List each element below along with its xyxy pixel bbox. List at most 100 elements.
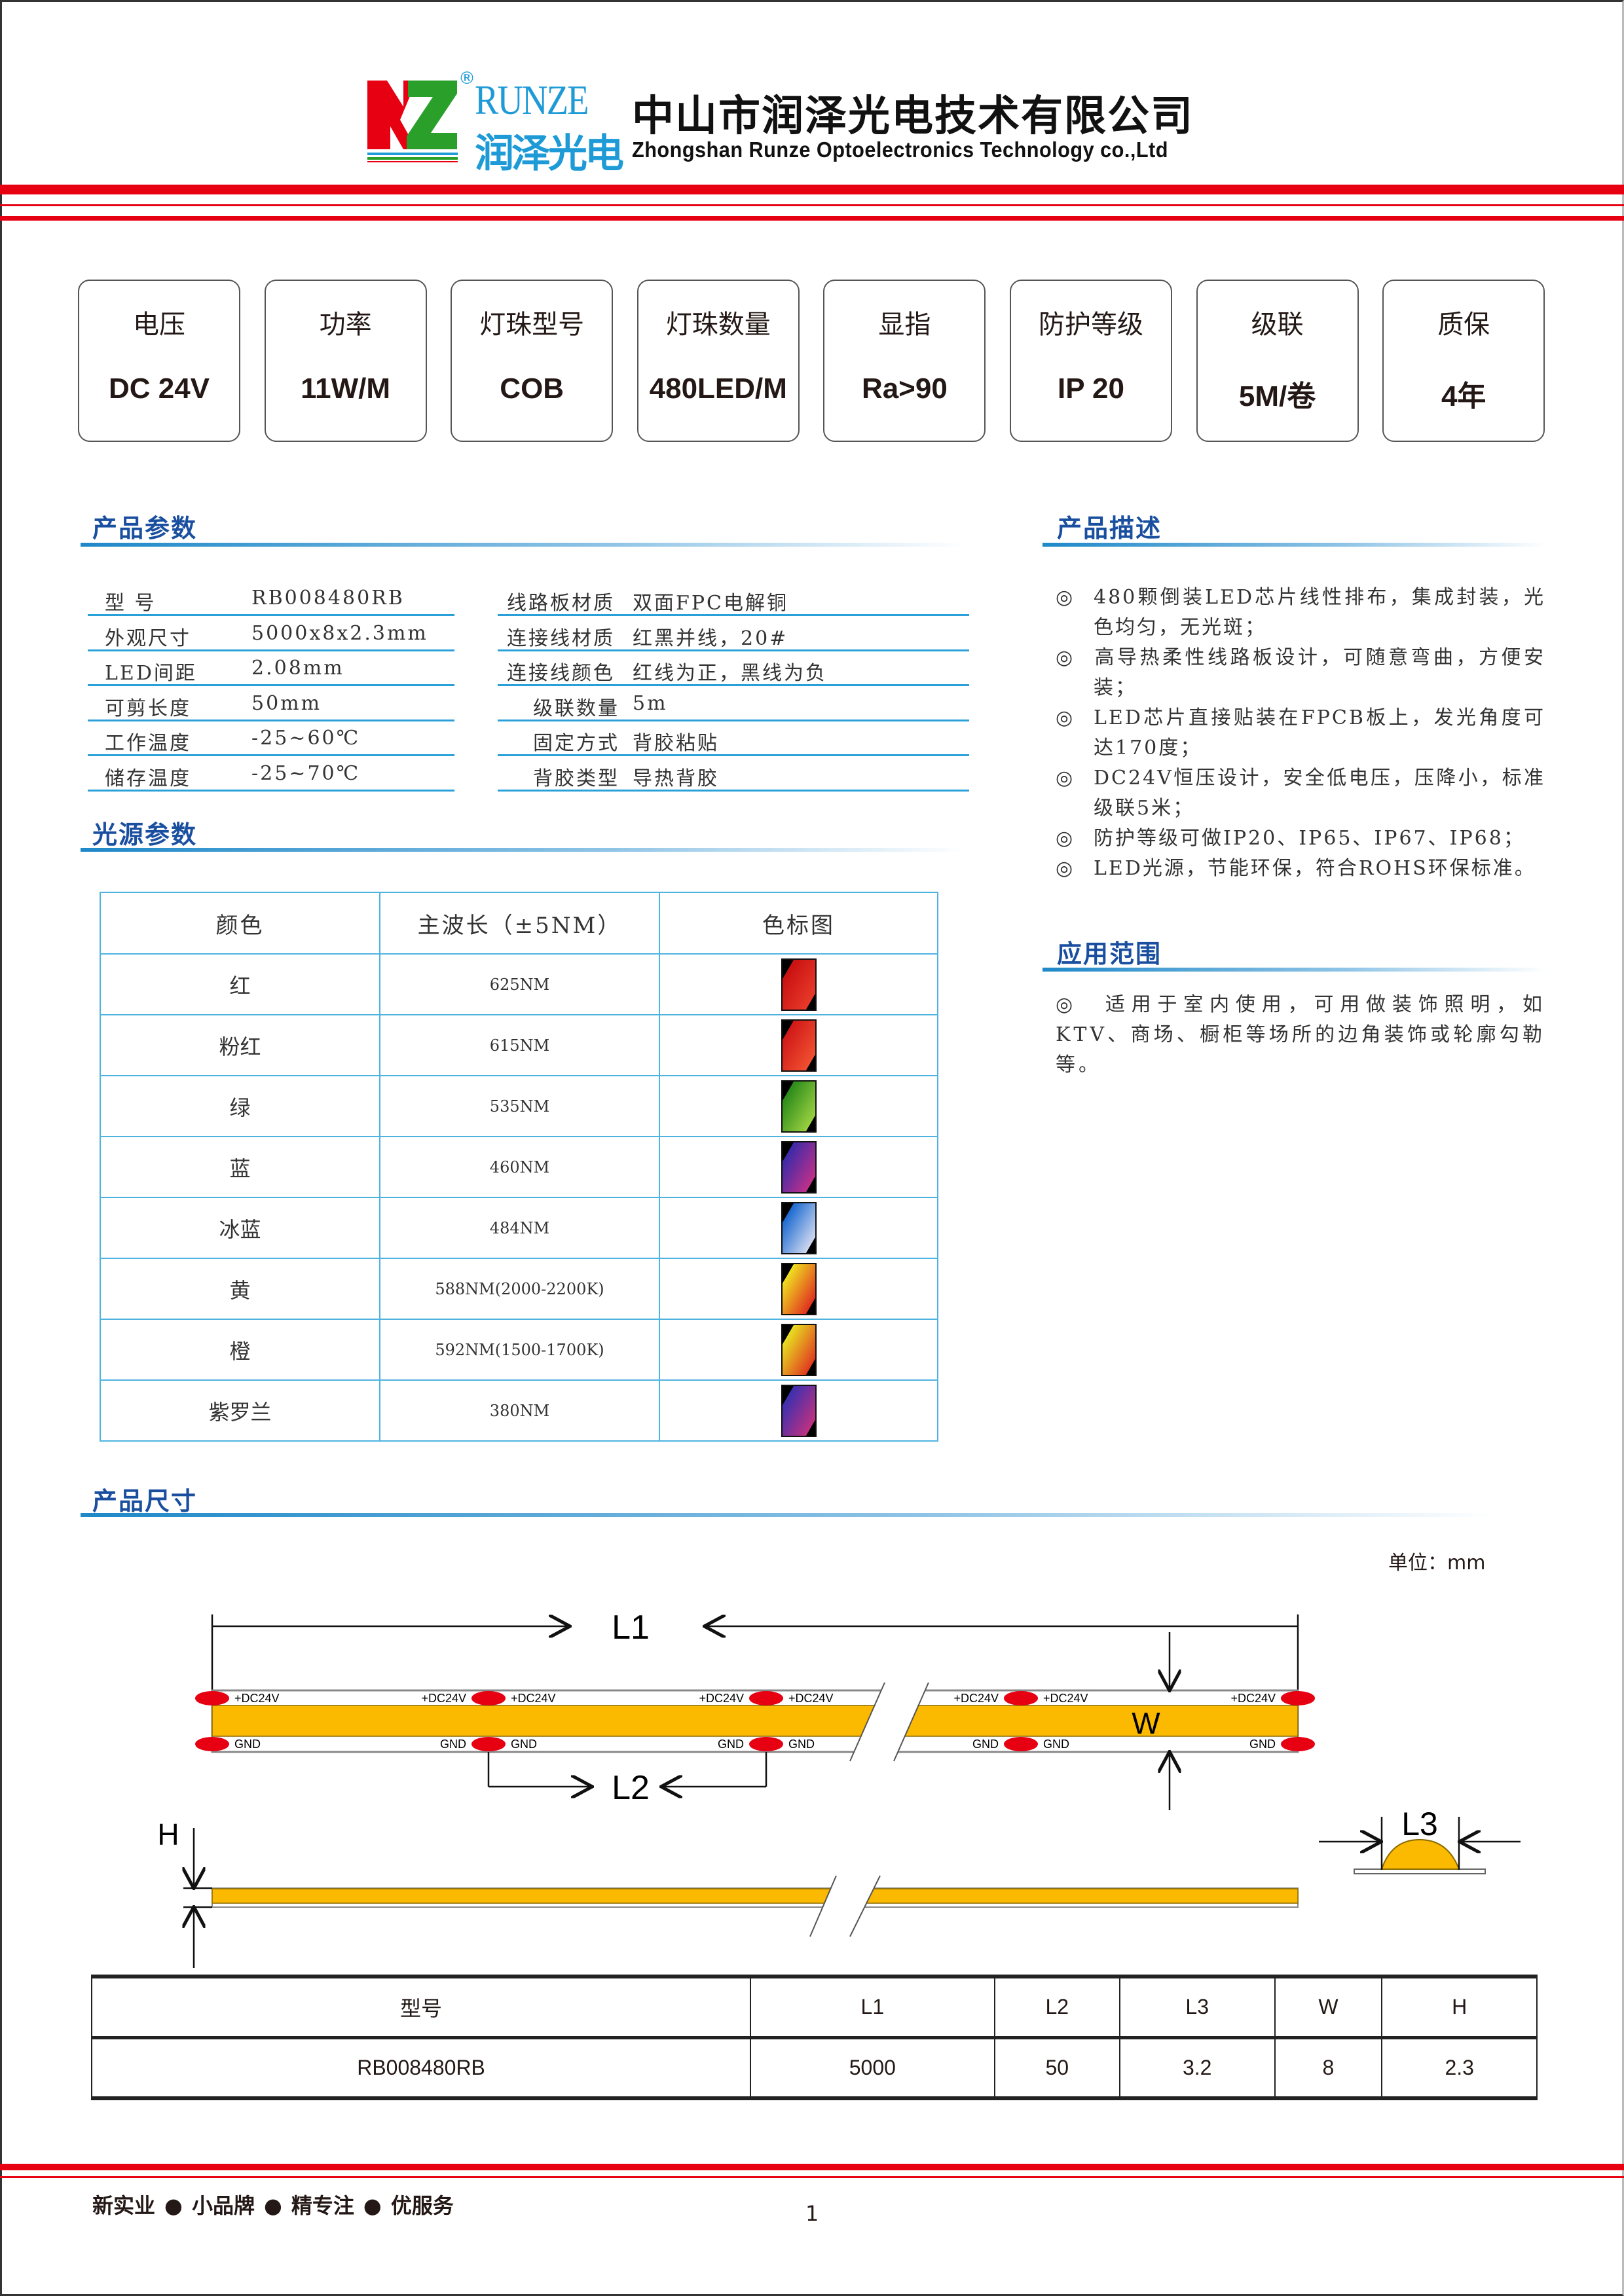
spec-label: 灯珠数量 bbox=[665, 310, 771, 340]
chromaticity-swatch bbox=[781, 1384, 817, 1437]
bullet-icon: ◎ bbox=[1056, 706, 1075, 729]
company-name-en: Zhongshan Runze Optoelectronics Technolo… bbox=[632, 137, 1168, 162]
description-item: ◎ 480颗倒装LED芯片线性排布，集成封装，光色均匀，无光斑； bbox=[1056, 583, 1545, 643]
slogan-item: 小品牌 bbox=[191, 2193, 255, 2218]
pad-label: GND bbox=[718, 1738, 744, 1751]
param-label: 外观尺寸 bbox=[105, 627, 191, 650]
dim-header: W bbox=[1274, 1975, 1383, 2039]
param-row: 固定方式 背胶粘贴 bbox=[498, 721, 969, 756]
spec-value: 5M/卷 bbox=[1238, 380, 1316, 412]
section-underline bbox=[1043, 968, 1547, 972]
solder-pad-icon bbox=[1281, 1691, 1315, 1705]
footer-red-line-thick bbox=[0, 2164, 1624, 2170]
company-name-cn: 中山市润泽光电技术有限公司 bbox=[632, 92, 1194, 141]
w-label: W bbox=[1132, 1706, 1160, 1740]
param-label: 可剪长度 bbox=[105, 697, 191, 720]
param-value: 背胶粘贴 bbox=[633, 732, 719, 755]
section-title-application: 应用范围 bbox=[1057, 939, 1162, 968]
param-value: 红黑并线，20# bbox=[633, 627, 788, 650]
pad-label: GND bbox=[511, 1738, 537, 1751]
dim-header: H bbox=[1381, 1975, 1538, 2039]
dim-header: L1 bbox=[750, 1975, 995, 2039]
header-red-line-medium bbox=[0, 216, 1624, 221]
param-value: 双面FPC电解铜 bbox=[633, 592, 788, 615]
spec-card: 功率 11W/M bbox=[264, 280, 427, 442]
color-name: 黄 bbox=[100, 1258, 380, 1320]
header-chart: 色标图 bbox=[659, 892, 938, 955]
table-row: 橙 592NM(1500-1700K) bbox=[100, 1319, 938, 1381]
param-row: LED间距 2.08mm bbox=[88, 651, 454, 686]
param-value: RB008480RB bbox=[251, 587, 405, 610]
chart-cell bbox=[659, 1319, 938, 1381]
param-label: 型 号 bbox=[105, 592, 157, 615]
rz-logo-icon bbox=[367, 81, 458, 162]
color-name: 蓝 bbox=[100, 1136, 380, 1198]
spec-value: 4年 bbox=[1441, 380, 1486, 412]
param-row: 背胶类型 导热背胶 bbox=[498, 757, 969, 792]
header-color: 颜色 bbox=[100, 892, 380, 955]
spec-value: COB bbox=[500, 373, 564, 405]
wavelength: 484NM bbox=[379, 1197, 660, 1259]
chromaticity-swatch bbox=[781, 1019, 817, 1072]
dot-separator-icon: ● bbox=[164, 2193, 183, 2218]
solder-pad-icon bbox=[1281, 1737, 1315, 1751]
param-row: 可剪长度 50mm bbox=[88, 687, 454, 721]
color-name: 冰蓝 bbox=[100, 1197, 380, 1259]
h-dimension bbox=[183, 1828, 212, 1968]
solder-pad-icon bbox=[471, 1737, 506, 1751]
page-number: 1 bbox=[805, 2201, 819, 2226]
registered-mark: ® bbox=[458, 69, 475, 88]
dim-value: 50 bbox=[993, 2037, 1120, 2100]
chart-cell bbox=[659, 1136, 938, 1198]
solder-pad-icon bbox=[749, 1737, 783, 1751]
footer-red-line-thin bbox=[0, 2176, 1624, 2178]
chart-cell bbox=[659, 953, 938, 1015]
table-row: 黄 588NM(2000-2200K) bbox=[100, 1258, 938, 1320]
param-value: 50mm bbox=[251, 691, 322, 715]
header-red-line-thick bbox=[0, 185, 1624, 194]
solder-pad-icon bbox=[749, 1691, 783, 1705]
description-text: LED光源，节能环保，符合ROHS环保标准。 bbox=[1094, 857, 1536, 880]
wavelength: 535NM bbox=[379, 1075, 660, 1137]
dim-header: 型号 bbox=[90, 1975, 752, 2039]
chromaticity-swatch bbox=[781, 958, 817, 1011]
description-text: 高导热柔性线路板设计，可随意弯曲，方便安装； bbox=[1094, 646, 1545, 699]
dot-separator-icon: ● bbox=[363, 2193, 382, 2218]
param-label: 工作温度 bbox=[105, 732, 191, 755]
bullet-icon: ◎ bbox=[1056, 767, 1075, 790]
dim-header: L2 bbox=[993, 1975, 1120, 2039]
chart-cell bbox=[659, 1379, 938, 1442]
table-row: 红 625NM bbox=[100, 953, 938, 1015]
l1-dimension bbox=[211, 1614, 1299, 1690]
l2-dimension bbox=[487, 1752, 767, 1787]
spec-value: Ra>90 bbox=[861, 373, 948, 405]
table-row: 蓝 460NM bbox=[100, 1136, 938, 1198]
spec-value: DC 24V bbox=[108, 373, 210, 405]
param-row: 工作温度 -25~60℃ bbox=[88, 721, 454, 756]
param-value: 5m bbox=[633, 691, 668, 715]
solder-pad-icon bbox=[195, 1691, 229, 1705]
param-label: 背胶类型 bbox=[533, 767, 619, 790]
color-name: 绿 bbox=[100, 1075, 380, 1137]
description-item: ◎ LED芯片直接贴装在FPCB板上，发光角度可达170度； bbox=[1056, 703, 1545, 763]
l1-label: L1 bbox=[612, 1609, 650, 1647]
spec-card: 级联 5M/卷 bbox=[1196, 280, 1359, 442]
description-text: 防护等级可做IP20、IP65、IP67、IP68； bbox=[1094, 827, 1525, 850]
pad-label: +DC24V bbox=[699, 1692, 744, 1705]
footer-slogan: 新实业 ● 小品牌 ● 精专注 ● 优服务 bbox=[92, 2189, 454, 2219]
chromaticity-swatch bbox=[781, 1262, 817, 1315]
spec-card: 显指 Ra>90 bbox=[823, 280, 986, 442]
pad-label: GND bbox=[972, 1738, 999, 1751]
bullet-icon: ◎ bbox=[1056, 857, 1075, 880]
spec-label: 防护等级 bbox=[1039, 310, 1143, 340]
dot-separator-icon: ● bbox=[263, 2193, 282, 2218]
strip-side-view bbox=[212, 1875, 1299, 1937]
spec-label: 级联 bbox=[1251, 310, 1304, 340]
description-item: ◎ LED光源，节能环保，符合ROHS环保标准。 bbox=[1056, 854, 1545, 884]
dim-value: 8 bbox=[1274, 2037, 1383, 2100]
spec-card: 防护等级 IP 20 bbox=[1010, 280, 1172, 442]
pad-label: +DC24V bbox=[511, 1692, 556, 1705]
param-label: 固定方式 bbox=[533, 732, 619, 755]
solder-pad-icon bbox=[471, 1691, 506, 1705]
